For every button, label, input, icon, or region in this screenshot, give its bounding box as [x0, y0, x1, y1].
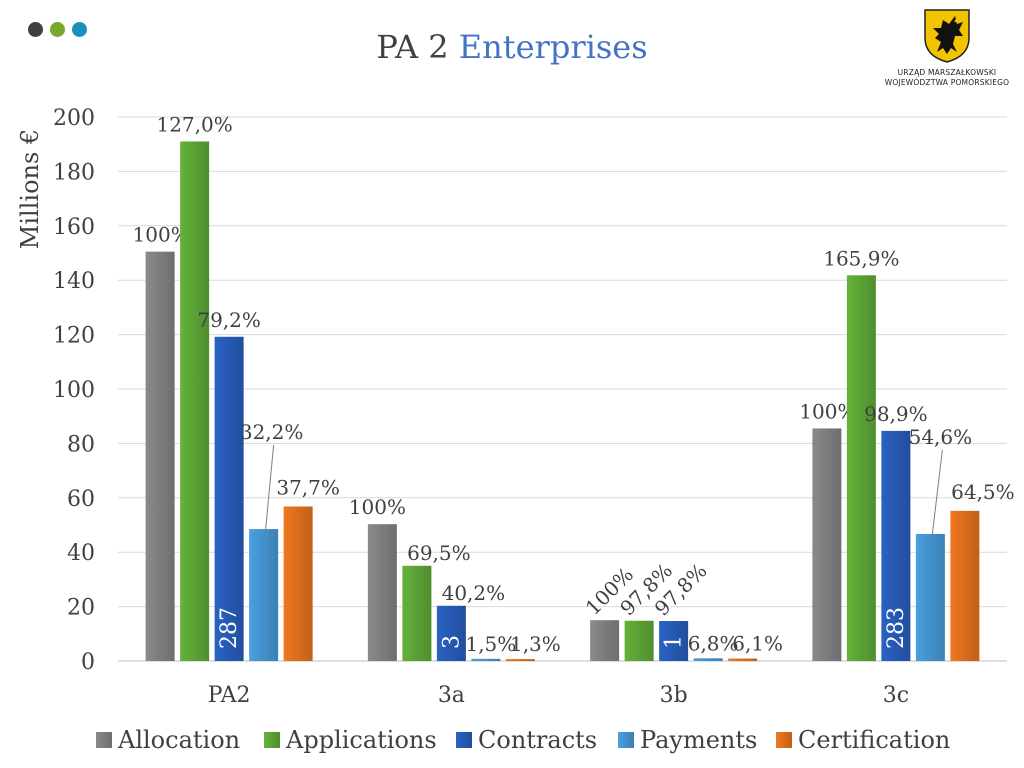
bar-contracts	[214, 336, 244, 661]
bar-payments	[249, 529, 279, 661]
bar-applications	[624, 620, 654, 661]
bar-applications	[402, 565, 432, 661]
data-label: 37,7%	[276, 476, 340, 500]
logo-text-line1: URZĄD MARSZAŁKOWSKI	[897, 68, 997, 77]
bar-payments	[693, 658, 723, 661]
data-label: 165,9%	[823, 246, 899, 270]
title-main: PA 2	[376, 28, 449, 66]
legend-swatch-payments	[618, 732, 634, 748]
chart-title: PA 2 Enterprises	[0, 28, 1024, 66]
y-tick-label: 0	[81, 650, 95, 675]
bar-allocation	[145, 251, 175, 661]
bar-inner-label: 3	[439, 635, 464, 649]
legend-swatch-allocation	[96, 732, 112, 748]
bar-payments	[471, 658, 501, 661]
bar-inner-label: 283	[884, 607, 909, 649]
y-tick-label: 40	[67, 541, 95, 566]
legend-label: Contracts	[478, 726, 597, 754]
data-label: 98,9%	[864, 402, 928, 426]
legend-label: Payments	[640, 726, 757, 754]
griffin-emblem-icon	[924, 9, 970, 63]
dot-green	[50, 22, 65, 37]
x-category-label: 3a	[438, 683, 465, 708]
data-label: 1,3%	[510, 632, 561, 656]
data-label: 100%	[349, 495, 406, 519]
bar-certification	[728, 658, 758, 661]
bar-contracts	[659, 621, 689, 661]
bar-contracts	[436, 605, 466, 661]
y-tick-label: 20	[67, 596, 95, 621]
y-tick-label: 200	[53, 106, 95, 131]
y-axis-title: Millions €	[16, 129, 44, 249]
legend-swatch-certification	[776, 732, 792, 748]
data-label: 40,2%	[442, 581, 506, 605]
bar-inner-label: 287	[217, 607, 242, 649]
legend-label: Certification	[798, 726, 950, 754]
data-label: 6,1%	[732, 632, 783, 656]
label-leader-line	[931, 449, 943, 535]
legend-label: Applications	[285, 726, 437, 754]
bar-applications	[180, 141, 210, 662]
y-tick-label: 60	[67, 487, 95, 512]
bar-certification	[283, 506, 313, 661]
data-label: 1,5%	[465, 632, 516, 656]
data-label: 79,2%	[197, 308, 261, 332]
bar-allocation	[367, 524, 397, 661]
dot-blue	[72, 22, 87, 37]
data-label: 6,8%	[688, 631, 739, 655]
legend-swatch-contracts	[456, 732, 472, 748]
data-label: 127,0%	[156, 112, 232, 136]
data-label: 32,2%	[240, 420, 304, 444]
data-label: 64,5%	[951, 480, 1015, 504]
bar-contracts	[881, 430, 911, 661]
y-tick-label: 180	[53, 160, 95, 185]
x-category-label: 3b	[660, 683, 688, 708]
x-category-label: PA2	[208, 683, 251, 708]
title-accent: Enterprises	[458, 28, 648, 66]
label-leader-line	[265, 445, 275, 530]
y-tick-label: 80	[67, 432, 95, 457]
y-tick-label: 160	[53, 215, 95, 240]
y-tick-label: 140	[53, 269, 95, 294]
data-label: 54,6%	[909, 425, 973, 449]
bar-inner-label: 1	[662, 635, 687, 649]
bar-allocation	[590, 620, 620, 661]
data-label: 69,5%	[407, 541, 471, 565]
bar-payments	[915, 533, 945, 661]
logo-text-line2: WOJEWÓDZTWA POMORSKIEGO	[884, 78, 1010, 87]
y-tick-label: 120	[53, 324, 95, 349]
bar-certification	[950, 510, 980, 661]
bar-applications	[846, 275, 876, 661]
x-category-label: 3c	[883, 683, 909, 708]
legend-label: Allocation	[117, 726, 240, 754]
bar-allocation	[812, 428, 842, 661]
logo: URZĄD MARSZAŁKOWSKI WOJEWÓDZTWA POMORSKI…	[874, 8, 1020, 88]
legend-swatch-applications	[264, 732, 280, 748]
y-tick-label: 100	[53, 378, 95, 403]
decorative-dots	[28, 22, 87, 37]
dot-dark	[28, 22, 43, 37]
bar-certification	[505, 659, 535, 661]
